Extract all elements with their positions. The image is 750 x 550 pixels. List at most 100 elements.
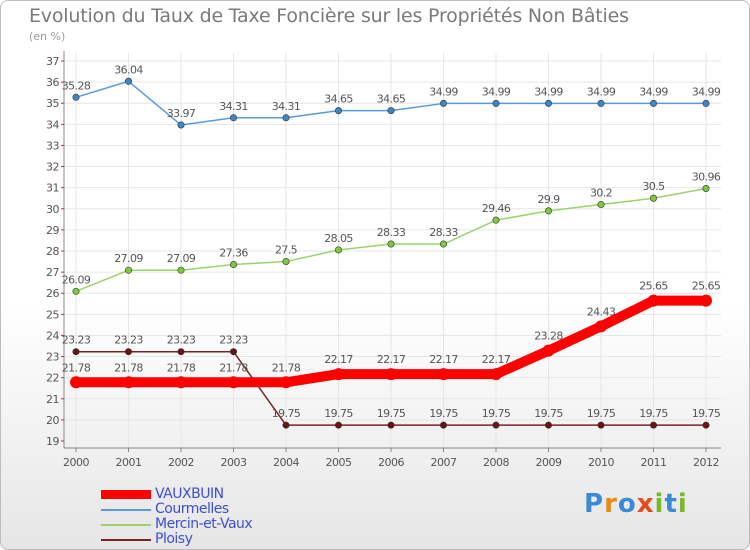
y-tick-label: 35 — [46, 97, 59, 110]
data-point-vauxbuin — [227, 376, 240, 389]
data-point-courmelles — [702, 99, 710, 107]
data-point-courmelles — [125, 77, 133, 85]
data-point-courmelles — [72, 93, 80, 101]
legend-label: VAUXBUIN — [155, 486, 224, 502]
legend-swatch — [101, 490, 151, 499]
data-label-ploisy: 19.75 — [639, 407, 668, 420]
data-label-ploisy: 19.75 — [429, 407, 458, 420]
x-tick-label: 2008 — [483, 456, 509, 469]
data-label-mercin-et-vaux: 30.2 — [590, 187, 612, 200]
data-point-ploisy — [334, 421, 342, 429]
data-point-mercin-et-vaux — [230, 261, 238, 269]
data-label-mercin-et-vaux: 27.09 — [167, 252, 196, 265]
data-label-courmelles: 34.99 — [534, 85, 563, 98]
logo-letter: i — [677, 489, 688, 519]
data-point-ploisy — [544, 421, 552, 429]
data-label-courmelles: 34.99 — [639, 85, 668, 98]
data-point-courmelles — [649, 99, 657, 107]
data-point-mercin-et-vaux — [544, 207, 552, 215]
data-point-courmelles — [544, 99, 552, 107]
data-label-courmelles: 34.99 — [482, 85, 511, 98]
y-tick-label: 36 — [46, 76, 59, 89]
data-label-ploisy: 23.23 — [219, 334, 248, 347]
x-tick-label: 2004 — [273, 456, 299, 469]
data-point-vauxbuin — [437, 368, 450, 381]
y-tick-label: 27 — [46, 266, 59, 279]
logo-letter: i — [654, 489, 665, 519]
y-tick-label: 30 — [46, 203, 59, 216]
x-tick-label: 2001 — [116, 456, 142, 469]
logo-letter: t — [664, 489, 678, 519]
logo-letter: o — [617, 489, 637, 519]
data-point-vauxbuin — [700, 294, 712, 307]
x-tick-label: 2009 — [536, 456, 562, 469]
data-point-vauxbuin — [70, 376, 82, 389]
data-label-vauxbuin: 25.65 — [639, 280, 668, 293]
data-point-vauxbuin — [385, 368, 397, 381]
y-tick-label: 21 — [46, 393, 59, 406]
data-point-vauxbuin — [122, 376, 135, 389]
chart-title: Evolution du Taux de Taxe Foncière sur l… — [29, 5, 629, 27]
data-label-vauxbuin: 22.17 — [324, 353, 353, 366]
data-point-ploisy — [439, 421, 447, 429]
data-label-vauxbuin: 21.78 — [219, 361, 248, 374]
data-label-courmelles: 34.65 — [377, 93, 406, 106]
data-label-mercin-et-vaux: 28.05 — [324, 232, 353, 245]
data-label-ploisy: 19.75 — [587, 407, 616, 420]
data-label-vauxbuin: 21.78 — [272, 361, 301, 374]
x-tick-label: 2011 — [641, 456, 667, 469]
data-point-vauxbuin — [647, 294, 660, 307]
data-label-vauxbuin: 23.28 — [534, 330, 563, 343]
data-point-ploisy — [492, 421, 500, 429]
data-label-ploisy: 19.75 — [377, 407, 406, 420]
x-tick-label: 2002 — [168, 456, 194, 469]
data-point-ploisy — [230, 348, 238, 356]
x-tick-label: 2000 — [63, 456, 89, 469]
data-point-mercin-et-vaux — [597, 201, 605, 209]
legend-label: Ploisy — [155, 531, 193, 547]
y-tick-label: 20 — [46, 414, 59, 427]
legend-swatch — [101, 509, 151, 511]
data-point-vauxbuin — [595, 320, 607, 333]
data-label-ploisy: 19.75 — [324, 407, 353, 420]
y-tick-label: 32 — [46, 161, 59, 174]
data-point-courmelles — [230, 114, 238, 122]
data-point-mercin-et-vaux — [649, 194, 657, 202]
data-label-courmelles: 36.04 — [114, 63, 143, 76]
logo-letter: x — [636, 489, 655, 519]
data-label-ploisy: 23.23 — [114, 334, 143, 347]
data-label-mercin-et-vaux: 30.96 — [692, 171, 721, 184]
data-point-mercin-et-vaux — [177, 266, 185, 274]
data-label-vauxbuin: 22.17 — [429, 353, 458, 366]
data-point-courmelles — [334, 107, 342, 115]
y-tick-label: 33 — [46, 139, 59, 152]
data-label-vauxbuin: 24.43 — [587, 305, 616, 318]
data-point-mercin-et-vaux — [334, 246, 342, 254]
data-point-ploisy — [125, 348, 133, 356]
data-point-vauxbuin — [542, 344, 555, 357]
data-point-ploisy — [649, 421, 657, 429]
data-label-courmelles: 35.28 — [62, 79, 91, 92]
data-label-courmelles: 34.65 — [324, 93, 353, 106]
data-point-ploisy — [177, 348, 185, 356]
y-unit-label: (en %) — [29, 30, 66, 43]
data-label-ploisy: 23.23 — [62, 334, 91, 347]
y-tick-label: 28 — [46, 245, 59, 258]
data-label-vauxbuin: 21.78 — [167, 361, 196, 374]
data-label-ploisy: 19.75 — [534, 407, 563, 420]
data-label-courmelles: 34.99 — [692, 85, 721, 98]
data-label-mercin-et-vaux: 27.09 — [114, 252, 143, 265]
data-label-courmelles: 34.99 — [587, 85, 616, 98]
data-point-ploisy — [702, 421, 710, 429]
y-tick-label: 31 — [46, 182, 59, 195]
y-tick-label: 37 — [46, 55, 59, 68]
data-label-mercin-et-vaux: 29.9 — [537, 193, 560, 206]
data-point-courmelles — [439, 99, 447, 107]
data-label-mercin-et-vaux: 29.46 — [482, 202, 511, 215]
data-label-ploisy: 19.75 — [482, 407, 511, 420]
data-label-mercin-et-vaux: 26.09 — [62, 273, 91, 286]
x-tick-label: 2005 — [326, 456, 352, 469]
data-label-mercin-et-vaux: 30.5 — [642, 180, 665, 193]
